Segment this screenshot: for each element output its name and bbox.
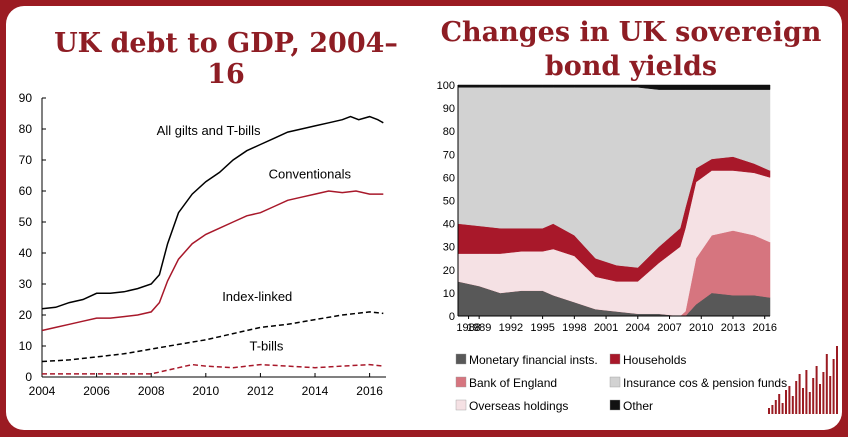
logo-bar	[829, 376, 832, 414]
series-line-all-gilts-and-t-bills	[41, 115, 384, 310]
logo-bar	[812, 378, 815, 414]
legend-swatch-other	[609, 399, 621, 411]
legend-swatch-bank-of-england	[455, 376, 467, 388]
right-x-tick-label: 1988	[456, 322, 480, 334]
series-line-t-bills	[42, 363, 384, 375]
left-y-tick-label: 10	[19, 339, 33, 353]
logo-bar	[771, 405, 774, 414]
logo-bar	[805, 370, 808, 414]
left-y-tick-label: 70	[19, 153, 33, 167]
legend-label-households: Households	[623, 353, 686, 367]
left-y-tick-label: 90	[19, 91, 33, 105]
legend-swatch-households	[609, 353, 621, 365]
series-label-all-gilts-and-t-bills: All gilts and T-bills	[157, 123, 261, 138]
right-x-tick-label: 2013	[721, 322, 745, 334]
right-x-tick-label: 2007	[657, 322, 681, 334]
right-y-tick-label: 0	[449, 311, 455, 323]
logo-bar	[785, 390, 787, 414]
left-y-tick-label: 20	[19, 308, 33, 322]
series-label-index-linked: Index-linked	[222, 289, 292, 304]
legend-label-insurance-cos-pension-funds: Insurance cos & pension funds	[623, 376, 787, 390]
legend-label-monetary-financial-insts: Monetary financial insts.	[469, 353, 598, 367]
logo-bar	[802, 388, 804, 414]
left-x-tick-label: 2004	[29, 384, 56, 398]
series-label-t-bills: T-bills	[249, 339, 283, 354]
series-line-conventionals	[41, 190, 384, 332]
left-x-tick-label: 2006	[83, 384, 110, 398]
right-y-tick-label: 60	[443, 172, 455, 184]
left-chart-title: UK debt to GDP, 2004–16	[54, 28, 398, 90]
logo-bar	[815, 366, 818, 414]
left-y-tick-label: 0	[25, 370, 32, 384]
logo-bar	[768, 408, 770, 414]
right-x-tick-label: 2001	[594, 322, 618, 334]
logo-bar	[788, 386, 791, 414]
right-y-tick-label: 20	[443, 265, 455, 277]
left-x-tick-label: 2016	[356, 384, 383, 398]
logo-bar	[822, 372, 825, 414]
right-y-tick-label: 90	[443, 103, 455, 115]
right-x-tick-label: 1995	[530, 322, 554, 334]
logo-bar	[832, 359, 835, 414]
left-y-tick-label: 50	[19, 215, 33, 229]
logo-bar	[795, 381, 798, 414]
left-x-tick-label: 2010	[192, 384, 219, 398]
right-y-tick-label: 50	[443, 196, 455, 208]
left-x-tick-label: 2012	[247, 384, 274, 398]
right-x-tick-label: 2016	[752, 322, 776, 334]
left-y-tick-label: 60	[19, 184, 33, 198]
logo-bar	[774, 400, 777, 414]
right-y-tick-label: 10	[443, 288, 455, 300]
legend-swatch-insurance-cos-pension-funds	[609, 376, 621, 388]
logo-bar	[836, 346, 838, 414]
logo-bar	[825, 354, 828, 414]
right-y-tick-label: 100	[437, 80, 455, 92]
logo-bar	[808, 392, 811, 414]
left-x-tick-label: 2014	[302, 384, 329, 398]
left-y-tick-label: 30	[19, 277, 33, 291]
left-y-tick-label: 80	[19, 122, 33, 136]
legend-label-other: Other	[623, 399, 653, 413]
legend-label-overseas-holdings: Overseas holdings	[469, 399, 568, 413]
right-x-tick-label: 2004	[626, 322, 650, 334]
logo-bar	[791, 396, 794, 414]
legend-swatch-monetary-financial-insts	[455, 353, 467, 365]
legend-label-bank-of-england: Bank of England	[469, 376, 557, 390]
left-x-tick-label: 2008	[138, 384, 165, 398]
legend-swatch-overseas-holdings	[455, 399, 467, 411]
right-y-tick-label: 70	[443, 149, 455, 161]
right-chart-title: Changes in UK sovereign bond yields	[440, 17, 822, 82]
right-x-tick-label: 1998	[562, 322, 586, 334]
right-x-tick-label: 2010	[689, 322, 713, 334]
logo-bar	[778, 394, 781, 414]
series-line-index-linked	[41, 311, 384, 363]
right-y-tick-label: 30	[443, 242, 455, 254]
series-label-conventionals: Conventionals	[269, 167, 352, 182]
right-y-tick-label: 80	[443, 126, 455, 138]
area-other	[457, 84, 771, 90]
right-x-tick-label: 1989	[467, 322, 491, 334]
logo-bar	[819, 384, 821, 414]
left-y-tick-label: 40	[19, 246, 33, 260]
right-x-tick-label: 1992	[499, 322, 523, 334]
right-y-tick-label: 40	[443, 219, 455, 231]
logo-bar	[781, 403, 784, 414]
logo-bar	[798, 374, 801, 414]
